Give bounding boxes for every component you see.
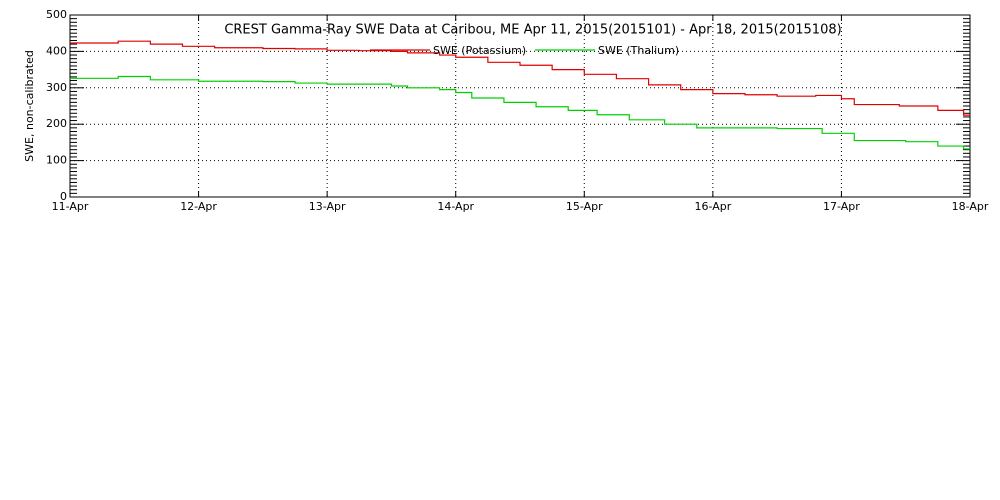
series-line [70, 75, 970, 150]
y-tick-label: 0 [60, 190, 67, 203]
x-tick-label: 16-Apr [694, 200, 731, 213]
legend-label: SWE (Thalium) [598, 44, 679, 57]
plot-frame [69, 14, 971, 198]
y-tick-label: 100 [46, 154, 67, 167]
x-tick-label: 15-Apr [566, 200, 603, 213]
x-tick-label: 13-Apr [309, 200, 346, 213]
x-tick-label: 14-Apr [437, 200, 474, 213]
series-line [70, 40, 970, 116]
y-tick-label: 200 [46, 117, 67, 130]
y-tick-label: 500 [46, 8, 67, 21]
x-tick-label: 18-Apr [952, 200, 989, 213]
x-tick-label: 11-Apr [52, 200, 89, 213]
legend-label: SWE (Potassium) [433, 44, 526, 57]
y-tick-label: 400 [46, 44, 67, 57]
chart-title: CREST Gamma-Ray SWE Data at Caribou, ME … [224, 23, 841, 38]
x-tick-label: 12-Apr [180, 200, 217, 213]
x-tick-label: 17-Apr [823, 200, 860, 213]
y-axis-label: SWE, non-calibrated [23, 50, 36, 162]
y-tick-label: 300 [46, 81, 67, 94]
